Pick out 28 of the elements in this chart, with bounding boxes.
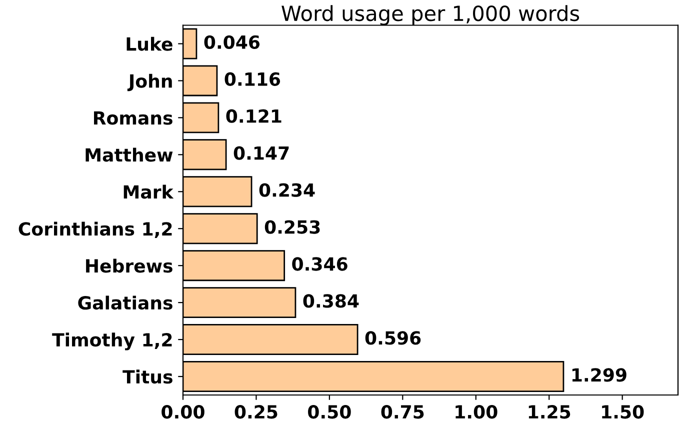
y-tick-label: Mark	[124, 184, 174, 199]
data-label: 0.253	[264, 220, 320, 234]
data-label: 0.384	[303, 294, 359, 308]
x-tick-label: 1.25	[528, 405, 570, 419]
x-tick-label: 0.50	[308, 405, 351, 419]
x-tick-label: 1.50	[602, 405, 644, 419]
data-label: 0.596	[365, 331, 421, 345]
y-tick-label: Corinthians 1,2	[18, 222, 172, 238]
y-tick-label: Luke	[126, 36, 172, 51]
x-tick-label: 0.75	[381, 405, 424, 419]
data-label: 0.121	[226, 109, 282, 123]
x-tick-label: 0.00	[162, 405, 204, 419]
y-tick-label: Hebrews	[86, 258, 172, 273]
data-label: 0.116	[224, 72, 280, 86]
x-tick-label: 1.00	[456, 405, 498, 419]
y-tick-label: Galatians	[78, 296, 172, 310]
y-tick-label: Timothy 1,2	[52, 332, 172, 350]
y-tick-label: Titus	[122, 370, 172, 384]
y-tick-label: Matthew	[86, 148, 173, 162]
data-label: 0.147	[234, 146, 289, 160]
data-label: 0.346	[292, 257, 348, 271]
y-tick-label: Romans	[94, 111, 172, 125]
x-tick-label: 0.25	[234, 405, 278, 419]
chart-title: Word usage per 1,000 words	[282, 5, 580, 26]
data-label: 0.046	[204, 35, 260, 49]
data-label: 0.234	[259, 183, 315, 197]
data-label: 1.299	[572, 368, 626, 382]
y-tick-label: John	[127, 74, 172, 92]
